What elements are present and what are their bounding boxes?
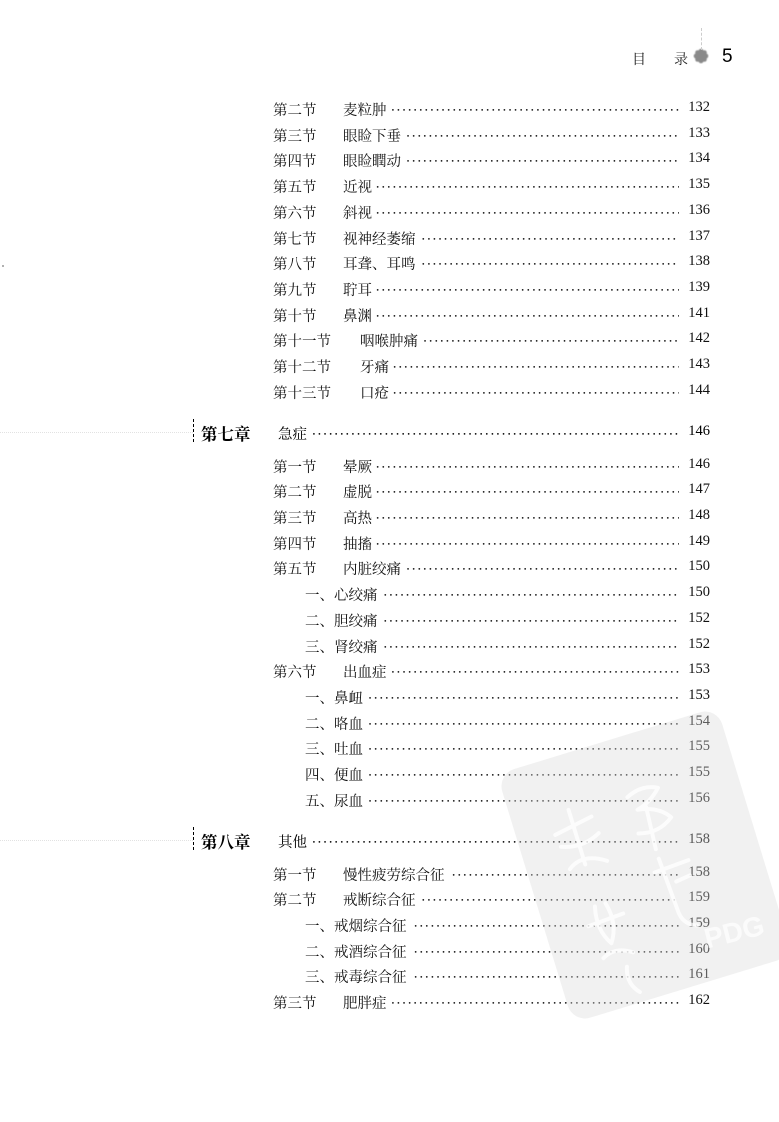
svg-text:PDG: PDG bbox=[701, 910, 767, 955]
